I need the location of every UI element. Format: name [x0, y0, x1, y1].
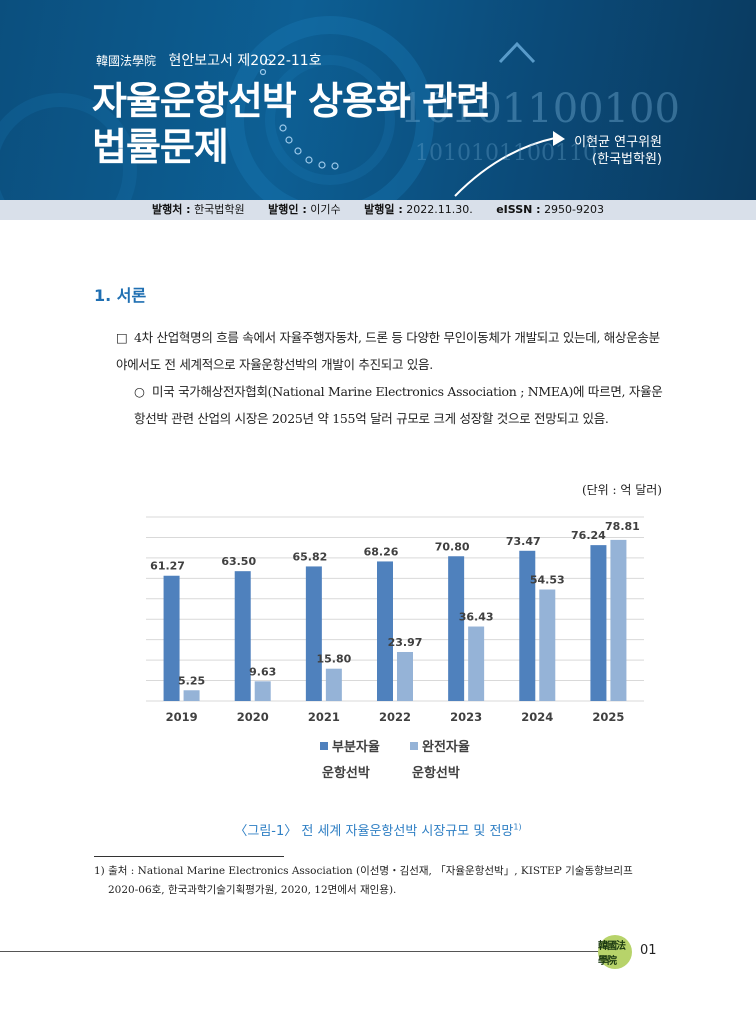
x-tick-label-2019: 2019: [166, 710, 198, 724]
issuer-info: 발행인 : 이기수: [268, 203, 344, 216]
bullet-1-text: 4차 산업혁명의 흐름 속에서 자율주행자동차, 드론 등 다양한 무인이동체가…: [116, 330, 660, 372]
x-tick-label-2023: 2023: [450, 710, 482, 724]
figure-caption-note: 1): [513, 822, 522, 832]
author-name: 이현균 연구위원: [574, 135, 662, 150]
data-label-partial-2019: 61.27: [150, 560, 185, 573]
header-banner: 10101100100 1010101100110 韓國法學院 현안보고서 제2…: [0, 0, 756, 200]
legend-swatch-full: [410, 742, 418, 750]
bar-partial-2022: [377, 561, 393, 701]
data-label-full-2025: 78.81: [605, 520, 640, 533]
page-number: 01: [640, 943, 657, 958]
market-size-bar-chart: 61.27 5.25 2019 63.50 9.63 2020 65.82 15.80 2021…: [146, 516, 644, 781]
bar-partial-2023: [448, 556, 465, 701]
data-label-full-2022: 23.97: [388, 636, 423, 649]
issuer-value: 이기수: [310, 203, 341, 216]
footnote: 1) 출처 : National Marine Electronics Asso…: [94, 865, 633, 896]
legend-label-partial-line1: 부분자율: [332, 739, 380, 755]
chart-unit-label: (단위 : 억 달러): [581, 483, 662, 497]
date-label: 발행일 :: [364, 203, 403, 216]
publisher-label: 발행처 :: [151, 203, 191, 216]
bar-full-2019: [183, 690, 200, 701]
footer-divider: [0, 951, 600, 952]
bar-partial-2020: [234, 571, 251, 701]
binary-text-2: 1010101100110: [415, 141, 597, 166]
data-label-partial-2022: 68.26: [364, 545, 399, 558]
institute-seal-text: 韓國法學院: [96, 54, 157, 68]
report-title-line2: 법률문제: [92, 125, 229, 169]
x-tick-label-2022: 2022: [379, 710, 411, 724]
bar-full-2023: [468, 626, 485, 701]
institute-logo-icon: 韓國法學院: [598, 935, 632, 969]
publisher-info: 발행처 : 한국법학원: [152, 203, 248, 216]
data-label-full-2019: 5.25: [178, 674, 205, 687]
bar-full-2024: [539, 589, 556, 701]
data-label-full-2021: 15.80: [316, 653, 351, 666]
x-tick-label-2020: 2020: [237, 710, 269, 724]
legend-label-full-line1: 완전자율: [422, 739, 470, 755]
square-bullet-icon: □: [116, 330, 128, 345]
legend-swatch-partial: [320, 742, 328, 750]
bar-partial-2025: [590, 545, 607, 701]
data-label-partial-2020: 63.50: [221, 555, 256, 568]
issn-label: eISSN :: [496, 203, 541, 216]
bar-partial-2019: [163, 575, 180, 701]
issuer-label: 발행인 :: [268, 203, 307, 216]
data-label-partial-2024: 73.47: [506, 535, 541, 548]
issn-value: 2950-9203: [544, 203, 605, 216]
data-label-full-2024: 54.53: [530, 574, 565, 587]
date-value: 2022.11.30.: [406, 203, 473, 216]
circuit-decoration: 10101100100 1010101100110: [0, 16, 680, 200]
bar-full-2025: [610, 539, 627, 701]
x-tick-label-2025: 2025: [592, 710, 624, 724]
bullet-paragraph-2: ○ 미국 국가해상전자협회(National Marine Electronics…: [134, 378, 664, 432]
circle-bullet-icon: ○: [134, 384, 145, 399]
author-block: 이현균 연구위원 (한국법학원): [574, 134, 662, 168]
figure-caption: 〈그림-1〉 전 세계 자율운항선박 시장규모 및 전망1): [0, 820, 756, 839]
x-tick-label-2021: 2021: [308, 710, 340, 724]
report-title-line1: 자율운항선박 상용화 관련: [92, 79, 491, 123]
legend-label-full-line2: 운항선박: [412, 765, 460, 781]
bar-partial-2024: [519, 550, 536, 701]
data-label-partial-2025: 76.24: [571, 529, 606, 542]
issn-info: eISSN : 2950-9203: [496, 203, 604, 216]
bar-full-2022: [397, 651, 413, 701]
binary-text-1: 10101100100: [400, 86, 680, 132]
bullet-paragraph-1: □ 4차 산업혁명의 흐름 속에서 자율주행자동차, 드론 등 다양한 무인이동체…: [116, 324, 664, 378]
data-label-partial-2023: 70.80: [435, 540, 470, 553]
report-series: 韓國法學院 현안보고서 제2022-11호: [96, 50, 322, 70]
legend-label-partial-line2: 운항선박: [322, 765, 370, 781]
author-org: (한국법학원): [592, 152, 662, 167]
date-info: 발행일 : 2022.11.30.: [364, 203, 476, 216]
data-label-partial-2021: 65.82: [292, 550, 327, 563]
data-label-full-2023: 36.43: [459, 611, 494, 624]
bar-full-2021: [325, 668, 342, 701]
x-tick-label-2024: 2024: [521, 710, 553, 724]
footnote-divider: [94, 856, 284, 857]
bar-partial-2021: [305, 566, 322, 701]
section-title: 1. 서론: [94, 286, 147, 305]
report-series-label: 현안보고서 제2022-11호: [168, 53, 322, 69]
bar-full-2020: [254, 681, 271, 701]
bullet-2-text: 미국 국가해상전자협회(National Marine Electronics …: [134, 384, 663, 426]
figure-caption-text: 〈그림-1〉 전 세계 자율운항선박 시장규모 및 전망: [234, 824, 514, 839]
data-label-full-2020: 9.63: [249, 665, 276, 678]
footer-logo-text: 韓國法學院: [598, 941, 626, 967]
publication-bar: 발행처 : 한국법학원 발행인 : 이기수 발행일 : 2022.11.30. …: [0, 200, 756, 220]
report-title: 자율운항선박 상용화 관련 법률문제: [92, 78, 491, 170]
publisher-value: 한국법학원: [194, 203, 245, 216]
